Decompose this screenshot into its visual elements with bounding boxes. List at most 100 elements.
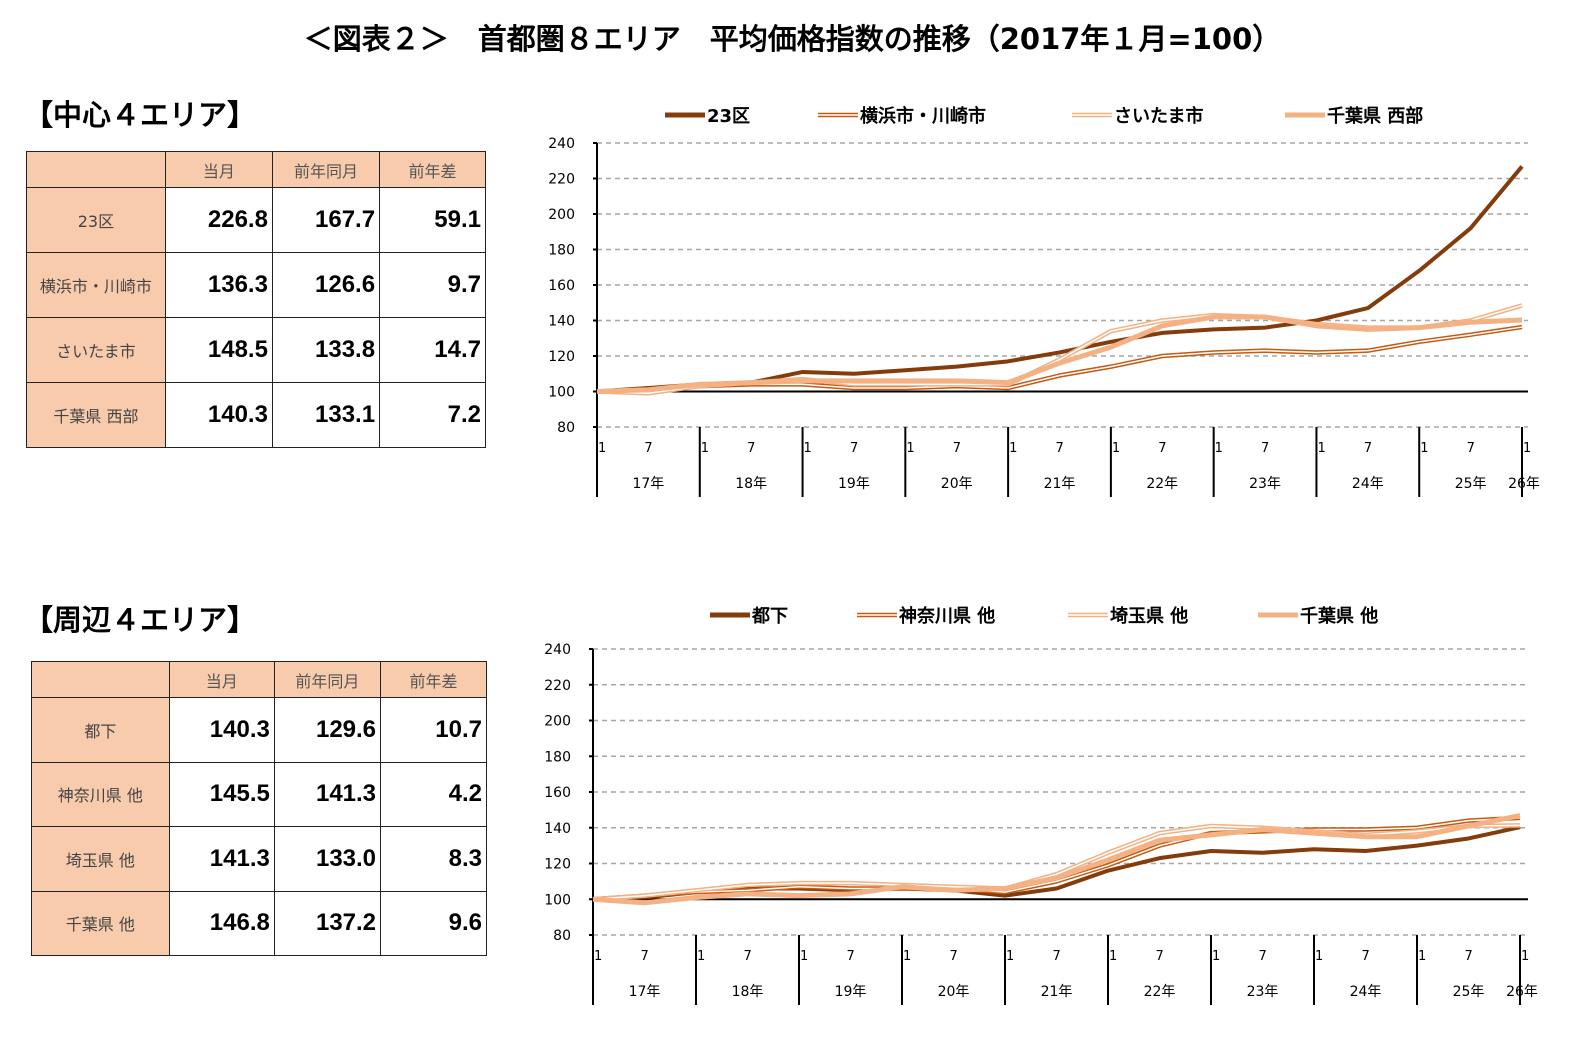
area-name-cell: 千葉県 他 xyxy=(31,890,170,956)
year-label: 26年 xyxy=(1508,476,1540,492)
month-tick-label: 1 xyxy=(1112,441,1120,456)
diff-value-cell: 59.1 xyxy=(379,187,486,253)
peripheral-areas-table: 当月 前年同月 前年差 都下 140.3 129.6 10.7 神奈川県 他 145.5 141.… xyxy=(31,661,487,956)
year-label: 24年 xyxy=(1352,476,1384,492)
table-header-row: 当月 前年同月 前年差 xyxy=(26,151,486,188)
area-name-cell: さいたま市 xyxy=(26,317,166,383)
y-tick-label: 220 xyxy=(548,172,575,188)
month-tick-label: 7 xyxy=(950,949,958,964)
diff-value-cell: 10.7 xyxy=(380,697,487,763)
diff-value-cell: 14.7 xyxy=(379,317,486,383)
year-label: 19年 xyxy=(838,476,870,492)
table-row: 都下 140.3 129.6 10.7 xyxy=(31,697,487,763)
section-heading-central: 【中心４エリア】 xyxy=(24,98,257,132)
month-tick-label: 7 xyxy=(1465,949,1473,964)
year-label: 21年 xyxy=(1041,984,1073,1000)
y-tick-label: 200 xyxy=(548,207,575,223)
month-tick-label: 7 xyxy=(747,441,755,456)
table-row: 横浜市・川崎市 136.3 126.6 9.7 xyxy=(26,252,486,318)
area-name-cell: 23区 xyxy=(26,187,166,253)
year-label: 18年 xyxy=(732,984,764,1000)
month-tick-label: 1 xyxy=(906,441,914,456)
year-label: 19年 xyxy=(835,984,867,1000)
legend-label: 千葉県 西部 xyxy=(1327,105,1423,127)
column-header: 前年差 xyxy=(379,151,486,188)
y-tick-label: 200 xyxy=(544,714,571,730)
y-tick-label: 140 xyxy=(544,821,571,837)
series-line-3 xyxy=(592,813,1521,906)
year-label: 17年 xyxy=(632,476,664,492)
table-row: 埼玉県 他 141.3 133.0 8.3 xyxy=(31,826,487,892)
year-label: 17年 xyxy=(629,984,661,1000)
month-tick-label: 1 xyxy=(1109,949,1117,964)
month-tick-label: 7 xyxy=(1056,441,1064,456)
legend-label: 千葉県 他 xyxy=(1300,605,1378,627)
legend-label: 23区 xyxy=(707,106,750,127)
month-tick-label: 1 xyxy=(800,949,808,964)
year-label: 24年 xyxy=(1350,984,1382,1000)
year-label: 20年 xyxy=(938,984,970,1000)
year-label: 22年 xyxy=(1146,476,1178,492)
month-tick-label: 1 xyxy=(594,949,602,964)
month-tick-label: 1 xyxy=(903,949,911,964)
month-tick-label: 7 xyxy=(850,441,858,456)
month-tick-label: 7 xyxy=(1259,949,1267,964)
month-tick-label: 7 xyxy=(1467,441,1475,456)
column-header xyxy=(31,661,170,698)
month-tick-label: 1 xyxy=(1521,949,1529,964)
month-tick-label: 1 xyxy=(701,441,709,456)
table-row: 千葉県 西部 140.3 133.1 7.2 xyxy=(26,382,486,448)
central-areas-table: 当月 前年同月 前年差 23区 226.8 167.7 59.1 横浜市・川崎市 136.3 12… xyxy=(26,151,486,448)
legend-label: 神奈川県 他 xyxy=(899,605,995,627)
month-tick-label: 1 xyxy=(1006,949,1014,964)
month-tick-label: 7 xyxy=(644,441,652,456)
month-tick-label: 1 xyxy=(697,949,705,964)
year-label: 20年 xyxy=(941,476,973,492)
month-tick-label: 1 xyxy=(1315,949,1323,964)
year-label: 22年 xyxy=(1144,984,1176,1000)
table-row: 千葉県 他 146.8 137.2 9.6 xyxy=(31,890,487,956)
y-tick-label: 180 xyxy=(544,749,571,765)
y-tick-label: 160 xyxy=(544,785,571,801)
month-tick-label: 7 xyxy=(847,949,855,964)
series-line-3 xyxy=(596,314,1523,394)
y-tick-label: 80 xyxy=(553,928,571,944)
current-value-cell: 145.5 xyxy=(168,761,275,827)
current-value-cell: 140.3 xyxy=(164,382,273,448)
table-row: さいたま市 148.5 133.8 14.7 xyxy=(26,317,486,383)
area-name-cell: 都下 xyxy=(31,697,170,763)
year-label: 23年 xyxy=(1247,984,1279,1000)
month-tick-label: 7 xyxy=(1362,949,1370,964)
year-label: 26年 xyxy=(1506,984,1538,1000)
year-label: 25年 xyxy=(1453,984,1485,1000)
diff-value-cell: 9.7 xyxy=(379,252,486,318)
prev-year-value-cell: 126.6 xyxy=(271,252,381,318)
month-tick-label: 7 xyxy=(744,949,752,964)
column-header xyxy=(26,151,166,188)
prev-year-value-cell: 133.1 xyxy=(271,382,381,448)
month-tick-label: 1 xyxy=(1215,441,1223,456)
month-tick-label: 7 xyxy=(1156,949,1164,964)
y-tick-label: 240 xyxy=(544,642,571,658)
table-row: 23区 226.8 167.7 59.1 xyxy=(26,187,486,253)
month-tick-label: 7 xyxy=(641,949,649,964)
prev-year-value-cell: 129.6 xyxy=(273,697,382,763)
year-label: 25年 xyxy=(1455,476,1487,492)
figure-title: ＜図表２＞ 首都圏８エリア 平均価格指数の推移（2017年１月=100） xyxy=(303,22,1282,56)
month-tick-label: 1 xyxy=(1009,441,1017,456)
month-tick-label: 1 xyxy=(804,441,812,456)
month-tick-label: 1 xyxy=(1420,441,1428,456)
y-tick-label: 100 xyxy=(548,385,575,401)
legend-label: 埼玉県 他 xyxy=(1110,605,1188,627)
prev-year-value-cell: 133.0 xyxy=(273,826,382,892)
year-label: 23年 xyxy=(1249,476,1281,492)
y-tick-label: 220 xyxy=(544,678,571,694)
legend-label: 横浜市・川崎市 xyxy=(860,105,986,127)
prev-year-value-cell: 141.3 xyxy=(273,761,382,827)
column-header: 前年同月 xyxy=(271,151,381,188)
section-heading-peripheral: 【周辺４エリア】 xyxy=(24,603,257,637)
current-value-cell: 226.8 xyxy=(164,187,273,253)
diff-value-cell: 9.6 xyxy=(380,890,487,956)
diff-value-cell: 4.2 xyxy=(380,761,487,827)
